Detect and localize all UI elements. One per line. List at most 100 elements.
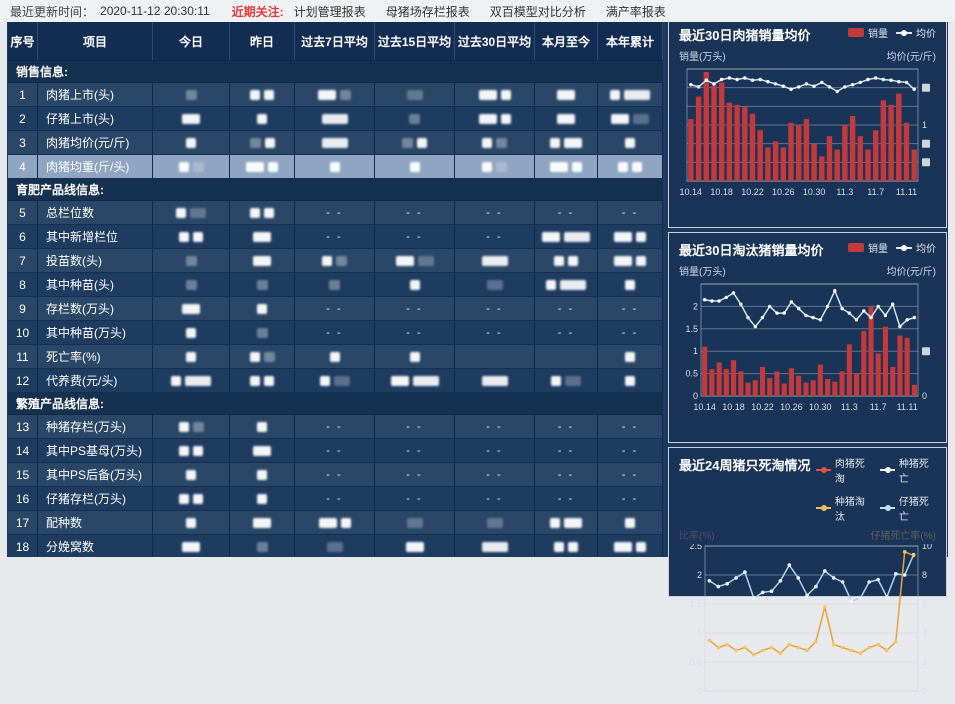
row-value-cell: - - [295, 321, 375, 345]
table-row[interactable]: 1 肉猪上市(头) [8, 83, 663, 107]
kpi-table: 序号 项目 今日 昨日 过去7日平均 过去15日平均 过去30日平均 本月至今 … [8, 22, 663, 557]
table-row[interactable]: 8 其中种苗(头) [8, 273, 663, 297]
redacted-value [340, 517, 351, 528]
nav-link-sow-farm-report[interactable]: 母猪场存栏报表 [385, 4, 470, 19]
row-value-cell [230, 155, 295, 179]
table-row[interactable]: 16 仔猪存栏(万头) - - - - - - - - - - [8, 487, 663, 511]
col-header-7d-avg: 过去7日平均 [295, 22, 375, 61]
row-value-cell: - - [295, 463, 375, 487]
line-swatch-icon [816, 505, 831, 511]
redacted-value [179, 493, 189, 504]
col-header-today: 今日 [153, 22, 230, 61]
pig-sales-price-chart: 1 10.14 10.18 10.22 10.26 10.30 11.3 11.7 11.11 [680, 68, 930, 197]
row-value-cell: - - [598, 439, 663, 463]
chart-legend-death-cull: 肉猪死淘 种猪死亡 种猪淘汰 仔猪死亡 [810, 455, 936, 523]
no-data-dash: - - [557, 302, 575, 315]
no-data-dash: - - [621, 468, 639, 481]
row-value-cell [535, 511, 598, 535]
row-value-cell: - - [375, 415, 455, 439]
table-row[interactable]: 7 投苗数(头) [8, 249, 663, 273]
no-data-dash: - - [486, 326, 503, 339]
table-row[interactable]: 18 分娩窝数 [8, 535, 663, 557]
no-data-dash: - - [406, 444, 423, 457]
redacted-value [496, 137, 507, 148]
row-value-cell: - - [535, 463, 598, 487]
row-item-name: 其中种苗(头) [38, 273, 153, 297]
table-row[interactable]: 17 配种数 [8, 511, 663, 535]
no-data-dash: - - [406, 326, 423, 339]
redacted-value [256, 541, 268, 552]
no-data-dash: - - [621, 302, 639, 315]
no-data-dash: - - [326, 444, 343, 457]
legend-item[interactable]: 销量 [848, 240, 888, 255]
table-row[interactable]: 15 其中PS后备(万头) - - - - - - - - - - [8, 463, 663, 487]
row-value-cell: - - [455, 297, 535, 321]
svg-text:10.14: 10.14 [680, 187, 703, 197]
row-number: 18 [8, 535, 38, 557]
bar-swatch-icon [848, 28, 864, 37]
legend-item[interactable]: 销量 [848, 25, 888, 40]
table-row[interactable]: 2 仔猪上市(头) [8, 107, 663, 131]
legend-item[interactable]: 均价 [896, 240, 936, 255]
row-value-cell [153, 439, 230, 463]
table-row[interactable]: 6 其中新增栏位 - - - - - - [8, 225, 663, 249]
redacted-value [263, 351, 275, 362]
redacted-value [481, 541, 508, 552]
svg-text:2: 2 [697, 570, 702, 580]
row-value-cell [375, 131, 455, 155]
redacted-value [625, 351, 635, 362]
redacted-value [253, 231, 271, 242]
legend-item[interactable]: 种猪淘汰 [816, 493, 872, 523]
table-row[interactable]: 11 死亡率(%) [8, 345, 663, 369]
row-value-cell [455, 107, 535, 131]
table-row[interactable]: 12 代养费(元/头) [8, 369, 663, 393]
row-value-cell [230, 225, 295, 249]
redacted-value [557, 113, 575, 124]
svg-text:11.3: 11.3 [836, 187, 853, 197]
redacted-value [264, 89, 274, 100]
row-value-cell [455, 345, 535, 369]
redacted-value [478, 113, 497, 124]
row-number: 8 [8, 273, 38, 297]
nav-link-model-compare[interactable]: 双百模型对比分析 [489, 4, 586, 19]
table-row[interactable]: 4 肉猪均重(斤/头) [8, 155, 663, 179]
legend-item[interactable]: 仔猪死亡 [880, 493, 936, 523]
row-number: 13 [8, 415, 38, 439]
row-value-cell [153, 107, 230, 131]
row-value-cell: - - [375, 439, 455, 463]
row-item-name: 配种数 [38, 511, 153, 535]
redacted-value [326, 541, 343, 552]
chart-card-death-cull: 最近24周猪只死淘情况 肉猪死淘 种猪死亡 种猪淘汰 仔猪死亡 比率(%) 仔猪死亡率… [668, 447, 947, 696]
table-row[interactable]: 13 种猪存栏(万头) - - - - - - - - - - [8, 415, 663, 439]
redacted-value [257, 469, 267, 480]
no-data-dash: - - [326, 206, 343, 219]
table-row[interactable]: 5 总栏位数 - - - - - - - - - - [8, 201, 663, 225]
table-row[interactable]: 10 其中种苗(万头) - - - - - - - - - - [8, 321, 663, 345]
redacted-value [193, 493, 203, 504]
legend-item[interactable]: 种猪死亡 [880, 455, 936, 485]
table-row[interactable]: 9 存栏数(万头) - - - - - - - - - - [8, 297, 663, 321]
legend-item[interactable]: 肉猪死淘 [816, 455, 872, 485]
redacted-value [322, 255, 332, 266]
redacted-value [402, 137, 413, 148]
no-data-dash: - - [557, 492, 575, 505]
row-value-cell [535, 155, 598, 179]
redacted-value [182, 541, 200, 552]
row-item-name: 分娩窝数 [38, 535, 153, 557]
redacted-value [568, 255, 578, 266]
table-row[interactable]: 3 肉猪均价(元/斤) [8, 131, 663, 155]
row-value-cell: - - [375, 487, 455, 511]
row-number: 15 [8, 463, 38, 487]
nav-link-plan-report[interactable]: 计划管理报表 [293, 4, 366, 19]
row-value-cell [375, 511, 455, 535]
nav-link-capacity-report[interactable]: 满产率报表 [605, 4, 666, 19]
row-value-cell [535, 273, 598, 297]
row-value-cell [598, 535, 663, 557]
chart-title-pig-sales: 最近30日肉猪销量均价 [679, 28, 811, 43]
row-value-cell: - - [295, 487, 375, 511]
redacted-value [546, 279, 556, 290]
table-row[interactable]: 14 其中PS基母(万头) - - - - - - - - - - [8, 439, 663, 463]
legend-item[interactable]: 均价 [896, 25, 936, 40]
row-value-cell [230, 107, 295, 131]
row-value-cell: - - [598, 415, 663, 439]
